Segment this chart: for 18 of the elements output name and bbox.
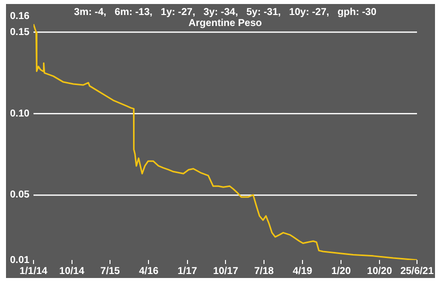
y-tick-label: 0.10 [10, 108, 30, 120]
x-tick-label: 1/17 [178, 266, 198, 277]
x-tick-label: 1/20 [331, 266, 352, 277]
chart-subtitle: 3m: -4, 6m: -13, 1y: -27, 3y: -34, 5y: -31, 10y: -27, gph: -30 [74, 6, 377, 18]
y-tick-label: 0.16 [10, 10, 30, 22]
x-tick-label: 7/15 [100, 266, 120, 277]
x-tick-label: 10/20 [367, 266, 392, 277]
x-tick-label: 4/16 [138, 266, 159, 277]
x-tick-label: 10/17 [213, 266, 239, 277]
y-tick-label: 0.15 [10, 27, 30, 38]
x-tick-label: 25/6/21 [400, 266, 434, 277]
y-tick-label: 0.01 [10, 254, 30, 266]
x-tick-label: 4/19 [292, 266, 313, 277]
y-tick-label: 0.05 [10, 190, 30, 201]
x-tick-label: 1/1/14 [20, 266, 48, 277]
x-tick-label: 7/18 [254, 266, 274, 277]
chart-title: Argentine Peso [188, 18, 262, 29]
x-tick-label: 10/14 [59, 266, 85, 277]
